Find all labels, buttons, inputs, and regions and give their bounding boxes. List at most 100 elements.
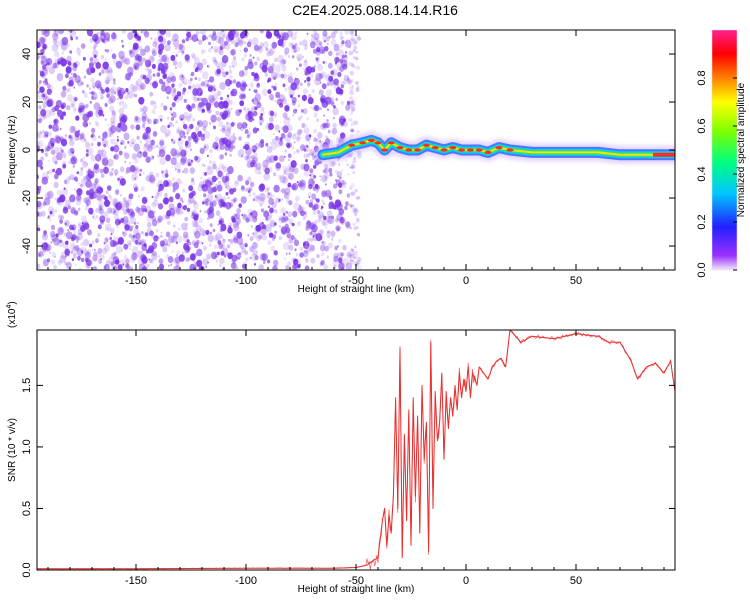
noise-dot bbox=[299, 179, 306, 187]
noise-dot bbox=[171, 139, 176, 145]
noise-dot bbox=[171, 111, 177, 118]
noise-dot bbox=[122, 231, 127, 237]
noise-dot bbox=[73, 62, 78, 68]
noise-dot bbox=[208, 206, 215, 213]
noise-dot bbox=[309, 168, 314, 174]
colorbar-tick-label: 0.6 bbox=[696, 118, 708, 133]
noise-dot bbox=[242, 213, 248, 220]
noise-dot bbox=[254, 61, 258, 66]
noise-dot bbox=[352, 56, 356, 59]
noise-dot bbox=[80, 223, 86, 230]
noise-dot bbox=[335, 226, 340, 232]
noise-dot bbox=[151, 195, 154, 199]
noise-dot bbox=[78, 189, 81, 193]
noise-dot bbox=[114, 259, 120, 265]
noise-dot bbox=[341, 55, 345, 59]
noise-dot bbox=[84, 162, 86, 165]
noise-dot bbox=[188, 192, 194, 199]
noise-dot bbox=[350, 37, 354, 41]
noise-dot bbox=[130, 165, 136, 172]
noise-dot bbox=[280, 207, 287, 215]
noise-dot bbox=[53, 62, 59, 69]
noise-dot bbox=[69, 50, 73, 54]
noise-dot bbox=[261, 233, 268, 241]
noise-dot bbox=[293, 132, 297, 137]
noise-dot bbox=[265, 156, 272, 163]
noise-dot bbox=[179, 114, 185, 121]
noise-dot bbox=[290, 82, 298, 91]
noise-dot bbox=[295, 136, 301, 142]
noise-dot bbox=[106, 185, 112, 192]
noise-dot bbox=[243, 53, 247, 58]
noise-dot bbox=[325, 183, 327, 186]
noise-dot bbox=[238, 136, 242, 141]
noise-dot bbox=[147, 121, 150, 125]
noise-dot bbox=[83, 221, 89, 228]
noise-dot bbox=[326, 118, 329, 123]
noise-dot bbox=[331, 68, 338, 77]
noise-dot bbox=[140, 48, 146, 57]
noise-dot bbox=[48, 160, 50, 163]
noise-dot bbox=[42, 201, 47, 207]
noise-dot bbox=[315, 57, 319, 61]
noise-dot bbox=[128, 225, 133, 232]
noise-dot bbox=[311, 193, 317, 200]
noise-dot bbox=[230, 49, 235, 56]
noise-dot bbox=[209, 223, 213, 228]
noise-dot bbox=[42, 80, 46, 84]
noise-dot bbox=[145, 65, 150, 72]
noise-dot bbox=[151, 201, 157, 208]
noise-dot bbox=[214, 88, 217, 92]
noise-dot bbox=[228, 202, 234, 208]
noise-dot bbox=[97, 224, 102, 230]
noise-dot bbox=[198, 39, 203, 45]
colorbar-tick-label: 0.2 bbox=[696, 214, 708, 229]
noise-dot bbox=[60, 149, 64, 153]
noise-dot bbox=[166, 96, 169, 99]
y-tick-label: 40 bbox=[21, 48, 33, 60]
noise-dot bbox=[124, 145, 127, 149]
noise-dot bbox=[246, 134, 250, 139]
ridge-peak bbox=[367, 138, 375, 142]
snr-multiplier-prefix: (x10 bbox=[7, 308, 18, 328]
noise-dot bbox=[215, 232, 222, 241]
noise-dot bbox=[76, 195, 82, 203]
noise-dot bbox=[159, 240, 165, 247]
noise-dot bbox=[66, 105, 71, 111]
noise-dot bbox=[53, 181, 59, 189]
noise-dot bbox=[213, 125, 216, 130]
noise-dot bbox=[349, 254, 354, 259]
noise-dot bbox=[280, 31, 286, 39]
noise-dot bbox=[348, 62, 353, 67]
noise-dot bbox=[335, 61, 338, 65]
noise-dot bbox=[323, 215, 327, 220]
noise-dot bbox=[353, 256, 357, 260]
noise-dot bbox=[127, 196, 132, 202]
noise-dot bbox=[353, 42, 357, 46]
noise-dot bbox=[181, 205, 185, 210]
noise-dot bbox=[127, 90, 134, 99]
noise-dot bbox=[288, 117, 291, 121]
noise-dot bbox=[204, 145, 207, 149]
noise-dot bbox=[252, 241, 258, 250]
noise-dot bbox=[176, 263, 180, 268]
noise-dot bbox=[269, 207, 274, 214]
noise-dot bbox=[273, 250, 278, 256]
noise-dot bbox=[111, 32, 117, 40]
noise-dot bbox=[128, 161, 132, 165]
noise-dot bbox=[222, 166, 228, 173]
noise-dot bbox=[168, 235, 175, 244]
noise-dot bbox=[162, 54, 169, 63]
x-tick-label: 0 bbox=[463, 575, 469, 587]
noise-dot bbox=[105, 190, 109, 195]
noise-dot bbox=[143, 31, 150, 38]
noise-dot bbox=[116, 225, 119, 229]
noise-dot bbox=[265, 216, 269, 221]
noise-dot bbox=[157, 179, 163, 187]
noise-dot bbox=[348, 50, 354, 56]
noise-dot bbox=[48, 124, 53, 130]
noise-dot bbox=[224, 107, 231, 116]
noise-dot bbox=[294, 49, 297, 53]
noise-dot bbox=[87, 110, 94, 118]
